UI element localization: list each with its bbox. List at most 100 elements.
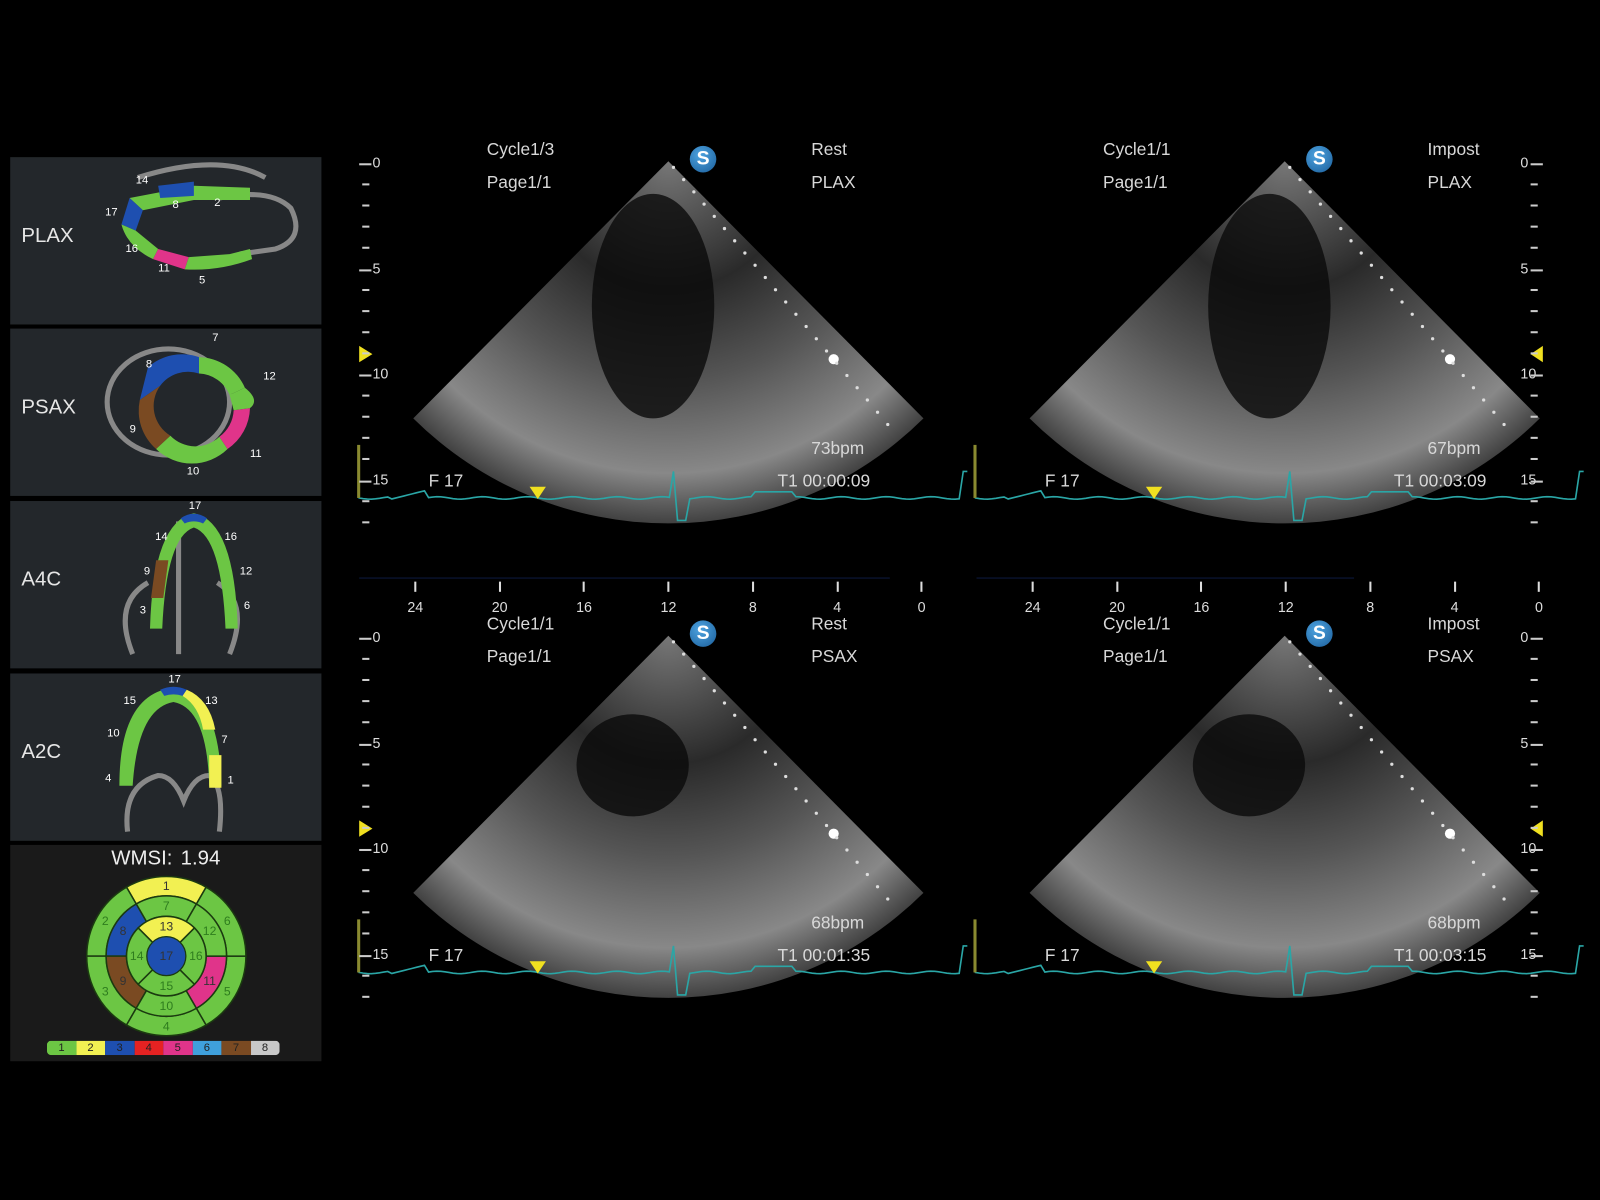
- depth-scale-tick: [1530, 743, 1543, 746]
- time-axis-tick: [1031, 581, 1034, 592]
- view-label: PLAX: [1427, 172, 1472, 192]
- s-logo-icon[interactable]: S: [689, 620, 717, 647]
- segment-label: 3: [140, 604, 146, 616]
- s-logo-icon[interactable]: S: [689, 145, 717, 173]
- page-indicator[interactable]: Page1/1: [1103, 646, 1168, 667]
- cycle-indicator[interactable]: Cycle1/1: [1103, 139, 1171, 160]
- bullseye-segment-number: 8: [120, 924, 127, 938]
- time-axis-tick: [414, 581, 417, 592]
- segment-label: 4: [105, 773, 111, 785]
- stage-label: Rest: [811, 614, 847, 634]
- depth-scale-label: 10: [1520, 365, 1537, 383]
- bullseye-segment-number: 15: [160, 979, 174, 993]
- segment-label: 14: [136, 175, 148, 187]
- bullseye-segment-number: 2: [102, 914, 109, 928]
- segment-label: 10: [187, 465, 199, 477]
- time-axis-label: 12: [1277, 598, 1294, 616]
- ecg-gain-bar: [973, 919, 977, 973]
- bullseye-segment-number: 13: [160, 920, 174, 934]
- segment-label: 5: [199, 275, 205, 287]
- depth-scale-tick: [359, 849, 372, 852]
- bullseye-segment-number: 6: [224, 914, 231, 928]
- time-axis-tick: [498, 581, 501, 592]
- s-logo-icon[interactable]: S: [1306, 145, 1333, 173]
- page-indicator[interactable]: Page1/1: [486, 646, 552, 667]
- bullseye-segment-17[interactable]: [146, 936, 187, 977]
- ecg-gain-bar: [357, 444, 361, 498]
- frame-number: F 17: [428, 471, 464, 491]
- segment-label: 12: [263, 371, 275, 383]
- stage-label: Rest: [811, 139, 847, 160]
- depth-scale-label: 10: [1520, 840, 1537, 857]
- depth-scale-label: 15: [372, 471, 389, 488]
- page-indicator[interactable]: Page1/1: [486, 172, 552, 192]
- depth-scale-tick: [1530, 849, 1543, 852]
- a2c-heart-diagram: 17 15 13 10 7 4 1: [105, 674, 234, 832]
- time-axis-label: 8: [748, 598, 757, 616]
- bullseye-segment-number: 11: [203, 974, 216, 988]
- bullseye-segment-number: 1: [163, 879, 170, 893]
- time-stamp: T1 00:01:35: [777, 945, 871, 966]
- ecg-frame-marker[interactable]: [1145, 486, 1163, 499]
- time-axis-label: 24: [407, 598, 424, 616]
- cycle-indicator[interactable]: Cycle1/1: [486, 614, 555, 634]
- bullseye-segment-number: 10: [160, 999, 174, 1013]
- page-indicator[interactable]: Page1/1: [1103, 172, 1168, 192]
- segment-label: 17: [189, 501, 201, 512]
- wall-motion-panel: PLAX 14 8 2 17 16 11 5 PSAX: [10, 157, 322, 1062]
- cycle-indicator[interactable]: Cycle1/1: [1103, 614, 1171, 634]
- score-legend-item: 6: [192, 1040, 222, 1056]
- time-axis-line: [359, 577, 890, 579]
- view-row-plax[interactable]: PLAX 14 8 2 17 16 11 5: [10, 157, 322, 325]
- segment-label: 15: [123, 695, 135, 707]
- time-axis-tick: [1284, 581, 1287, 592]
- ecg-frame-marker[interactable]: [529, 961, 546, 974]
- bullseye-segment-number: 3: [102, 984, 109, 998]
- view-row-psax[interactable]: PSAX 7 8 12 9 11 10: [10, 328, 322, 496]
- depth-scale-label: 5: [1520, 259, 1529, 277]
- segment-label: 16: [126, 243, 138, 255]
- time-stamp: T1 00:00:09: [777, 471, 871, 491]
- view-row-a2c[interactable]: A2C 17 15 13 10 7 4 1: [10, 673, 322, 841]
- score-legend-item: 2: [76, 1040, 106, 1056]
- ecg-frame-marker[interactable]: [529, 486, 546, 499]
- depth-scale-tick: [1530, 637, 1543, 640]
- depth-scale-tick: [1530, 480, 1543, 483]
- segment-label: 13: [205, 695, 217, 707]
- depth-scale-tick: [359, 163, 372, 166]
- depth-scale-label: 0: [372, 154, 381, 171]
- ecg-trace: [358, 470, 968, 522]
- segment-label: 14: [155, 531, 167, 543]
- time-axis-label: 12: [660, 598, 677, 616]
- score-legend-item: 4: [134, 1040, 164, 1056]
- bullseye-segment-number: 14: [130, 949, 144, 963]
- echo-image: [1029, 635, 1540, 998]
- score-legend-item: 1: [46, 1040, 77, 1056]
- segment-label: 17: [168, 674, 180, 686]
- cycle-indicator[interactable]: Cycle1/3: [486, 139, 555, 160]
- time-axis-tick: [751, 581, 754, 592]
- score-legend-item: 5: [163, 1040, 193, 1056]
- s-logo-icon[interactable]: S: [1306, 620, 1333, 647]
- view-label: PLAX: [811, 172, 856, 192]
- echo-image: [413, 635, 924, 998]
- depth-scale-tick: [1530, 269, 1543, 272]
- ecg-gain-bar: [973, 444, 977, 498]
- frame-number: F 17: [428, 945, 464, 966]
- ecg-trace: [974, 470, 1584, 522]
- score-legend-item: 3: [105, 1040, 135, 1056]
- ultrasound-sector: [973, 161, 1584, 524]
- time-stamp: T1 00:03:09: [1393, 471, 1487, 491]
- depth-scale-tick: [1530, 955, 1543, 958]
- heart-rate: 68bpm: [1427, 913, 1481, 933]
- view-row-a4c[interactable]: A4C 17 14 16 9 12 3 6: [10, 501, 322, 669]
- time-axis-label: 20: [1109, 598, 1125, 616]
- ecg-frame-marker[interactable]: [1145, 961, 1163, 974]
- depth-scale-label: 15: [372, 946, 389, 963]
- depth-scale-label: 5: [372, 734, 381, 751]
- segment-label: 8: [172, 199, 178, 211]
- time-axis-label: 16: [576, 598, 593, 616]
